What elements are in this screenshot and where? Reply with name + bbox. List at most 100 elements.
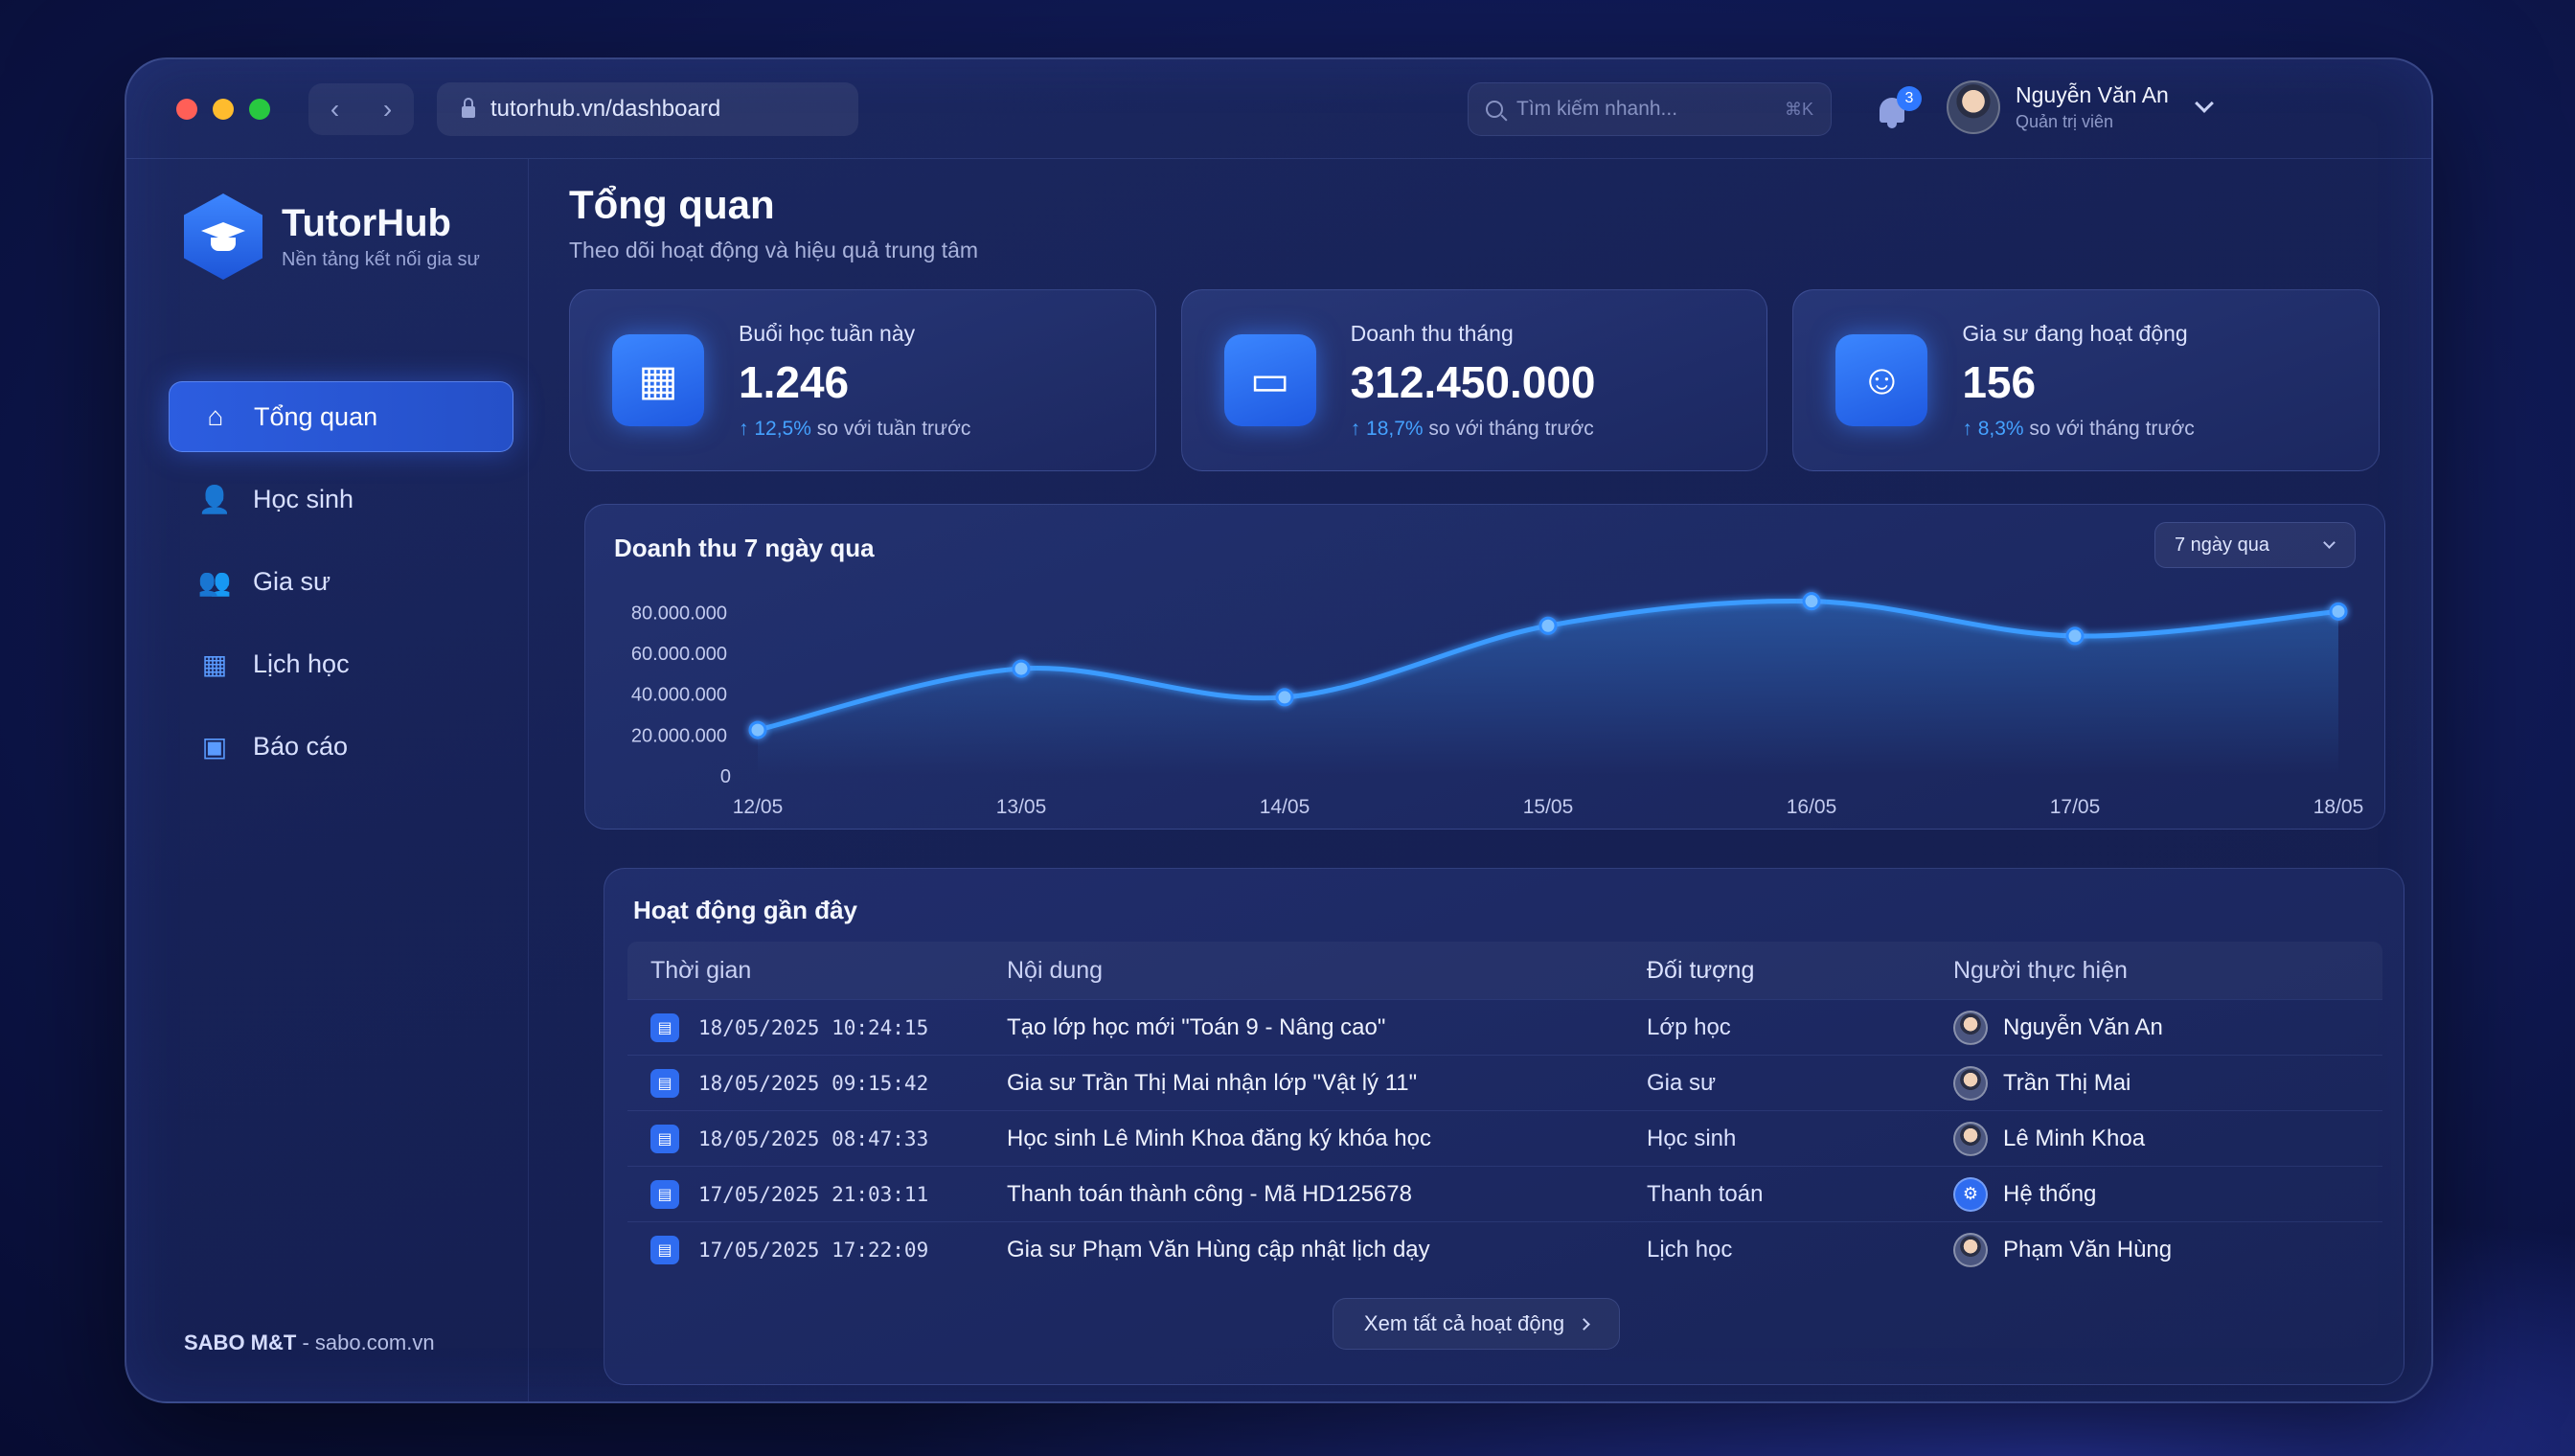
cell-content: Thanh toán thành công - Mã HD125678: [1007, 1180, 1412, 1207]
chart-title: Doanh thu 7 ngày qua: [614, 534, 875, 562]
notification-button[interactable]: 3: [1874, 86, 1922, 130]
view-all-activity-button[interactable]: Xem tất cả hoạt động: [1333, 1298, 1620, 1350]
stat-card[interactable]: ☺ Gia sư đang hoạt động 156 ↑ 8,3% so với t…: [1792, 289, 2381, 471]
maximize-window-button[interactable]: [249, 98, 270, 120]
user-menu[interactable]: Nguyễn Văn An Quản trị viên: [1947, 80, 2214, 134]
avatar: [1953, 1010, 1988, 1045]
url-text: tutorhub.vn/dashboard: [490, 95, 721, 122]
column-target: Đối tượng: [1647, 956, 1755, 984]
user-role: Quản trị viên: [2016, 112, 2114, 131]
avatar: [1947, 80, 2000, 134]
system-icon: ⚙: [1953, 1176, 1988, 1212]
stat-delta: ↑ 12,5% so với tuần trước: [739, 418, 970, 441]
data-point-15/05[interactable]: [1538, 616, 1558, 635]
avatar: [1953, 1232, 1988, 1267]
search-input[interactable]: [1516, 98, 1785, 121]
sidebar-item-4[interactable]: ▣ Báo cáo: [169, 711, 513, 782]
sidebar-item-1[interactable]: 👤 Học sinh: [169, 464, 513, 535]
sidebar-item-label: Tổng quan: [254, 401, 378, 431]
time-value: 17/05/2025 21:03:11: [698, 1182, 929, 1206]
stat-cards: ▦ Buổi học tuần này 1.246 ↑ 12,5% so với tu…: [569, 289, 2381, 471]
minimize-window-button[interactable]: [213, 98, 234, 120]
stat-value: 156: [1962, 356, 2037, 407]
table-row[interactable]: ▤ 18/05/2025 10:24:15 Tạo lớp học mới "Toá…: [627, 999, 2382, 1055]
stat-label: Buổi học tuần này: [739, 320, 916, 346]
stat-value: 312.450.000: [1350, 356, 1596, 407]
stat-delta-value: 18,7%: [1366, 417, 1424, 440]
x-tick-label: 16/05: [1787, 796, 1837, 818]
data-point-12/05[interactable]: [748, 720, 767, 739]
wallet-icon: ▭: [1223, 334, 1316, 426]
cell-content: Học sinh Lê Minh Khoa đăng ký khóa học: [1007, 1125, 1431, 1151]
x-tick-label: 12/05: [733, 796, 784, 818]
cell-actor: ⚙ Hệ thống: [1953, 1176, 2382, 1212]
data-point-13/05[interactable]: [1012, 659, 1031, 678]
cell-target: Thanh toán: [1647, 1180, 1764, 1207]
time-value: 18/05/2025 08:47:33: [698, 1126, 929, 1150]
x-tick-label: 18/05: [2313, 796, 2364, 818]
revenue-area: [758, 601, 2338, 775]
stat-delta: ↑ 8,3% so với tháng trước: [1962, 418, 2194, 441]
table-row[interactable]: ▤ 18/05/2025 08:47:33 Học sinh Lê Minh Kho…: [627, 1110, 2382, 1166]
column-content: Nội dung: [1007, 956, 1104, 984]
table-row[interactable]: ▤ 17/05/2025 17:22:09 Gia sư Phạm Văn Hùng…: [627, 1221, 2382, 1277]
data-point-14/05[interactable]: [1275, 688, 1294, 707]
sidebar-item-label: Báo cáo: [253, 731, 349, 761]
stat-delta-value: 12,5%: [754, 417, 811, 440]
sidebar-item-3[interactable]: ▦ Lịch học: [169, 628, 513, 699]
sidebar-item-label: Học sinh: [253, 484, 354, 513]
student-icon: 👤: [197, 484, 232, 514]
url-bar[interactable]: tutorhub.vn/dashboard: [437, 81, 858, 136]
y-tick-label: 40.000.000: [631, 685, 727, 706]
stat-delta-text: so với tháng trước: [2023, 417, 2195, 440]
arrow-up-icon: ↑: [1350, 417, 1367, 440]
footer-credit: SABO M&T - sabo.com.vn: [184, 1331, 435, 1355]
table-row[interactable]: ▤ 18/05/2025 09:15:42 Gia sư Trần Thị Mai …: [627, 1055, 2382, 1110]
table-body: ▤ 18/05/2025 10:24:15 Tạo lớp học mới "Toá…: [627, 999, 2382, 1277]
arrow-up-icon: ↑: [1962, 417, 1978, 440]
recent-activity-panel: Hoạt động gần đây Thời gian Nội dung Đối…: [604, 868, 2404, 1385]
main-content: Tổng quan Theo dõi hoạt động và hiệu quả…: [529, 159, 2431, 1401]
x-tick-label: 14/05: [1260, 796, 1310, 818]
y-tick-label: 60.000.000: [631, 644, 727, 665]
stat-delta-text: so với tháng trước: [1423, 417, 1594, 440]
cell-time: ▤ 18/05/2025 10:24:15: [627, 1012, 1007, 1042]
brand[interactable]: TutorHub Nền tảng kết nối gia sư: [184, 193, 480, 280]
column-actor: Người thực hiện: [1953, 956, 2128, 984]
chevron-down-icon[interactable]: [2194, 94, 2214, 113]
time-value: 18/05/2025 09:15:42: [698, 1071, 929, 1095]
forward-button[interactable]: ›: [382, 93, 393, 124]
brand-name: TutorHub: [282, 202, 451, 244]
footer-brand-name: SABO M&T: [184, 1331, 297, 1354]
stat-value: 1.246: [739, 356, 850, 407]
data-point-18/05[interactable]: [2329, 602, 2348, 621]
cell-actor: Trần Thị Mai: [1953, 1065, 2382, 1101]
table-row[interactable]: ▤ 17/05/2025 21:03:11 Thanh toán thành côn…: [627, 1166, 2382, 1221]
actor-name: Nguyễn Văn An: [2003, 1013, 2163, 1040]
revenue-chart-panel: Doanh thu 7 ngày qua 7 ngày qua 0 20.000.…: [584, 504, 2385, 830]
sidebar-item-2[interactable]: 👥 Gia sư: [169, 546, 513, 617]
back-button[interactable]: ‹: [330, 93, 340, 124]
activity-type-icon: ▤: [650, 1179, 679, 1209]
range-select[interactable]: 7 ngày qua: [2154, 522, 2356, 568]
calendar-icon: ▦: [612, 334, 704, 426]
data-point-17/05[interactable]: [2065, 626, 2085, 646]
stat-card-body: Buổi học tuần này 1.246 ↑ 12,5% so với tuầ…: [739, 321, 970, 441]
search-shortcut: ⌘K: [1784, 99, 1813, 119]
range-select-value: 7 ngày qua: [2175, 534, 2269, 556]
revenue-chart: 0 20.000.000 40.000.000 60.000.000 80.000.00…: [631, 592, 2364, 818]
time-value: 17/05/2025 17:22:09: [698, 1238, 929, 1262]
actor-name: Phạm Văn Hùng: [2003, 1236, 2173, 1263]
data-point-16/05[interactable]: [1802, 592, 1821, 611]
user-info: Nguyễn Văn An Quản trị viên: [2016, 82, 2169, 132]
stat-card[interactable]: ▭ Doanh thu tháng 312.450.000 ↑ 18,7% so vớ…: [1180, 289, 1768, 471]
time-value: 18/05/2025 10:24:15: [698, 1015, 929, 1039]
stat-card[interactable]: ▦ Buổi học tuần này 1.246 ↑ 12,5% so với tu…: [569, 289, 1156, 471]
search-icon: [1486, 101, 1503, 118]
view-all-label: Xem tất cả hoạt động: [1363, 1311, 1565, 1335]
close-window-button[interactable]: [176, 98, 197, 120]
quick-search[interactable]: ⌘K: [1468, 82, 1832, 136]
activity-type-icon: ▤: [650, 1068, 679, 1098]
actor-name: Trần Thị Mai: [2003, 1069, 2131, 1096]
sidebar-item-0[interactable]: ⌂ Tổng quan: [169, 381, 513, 452]
